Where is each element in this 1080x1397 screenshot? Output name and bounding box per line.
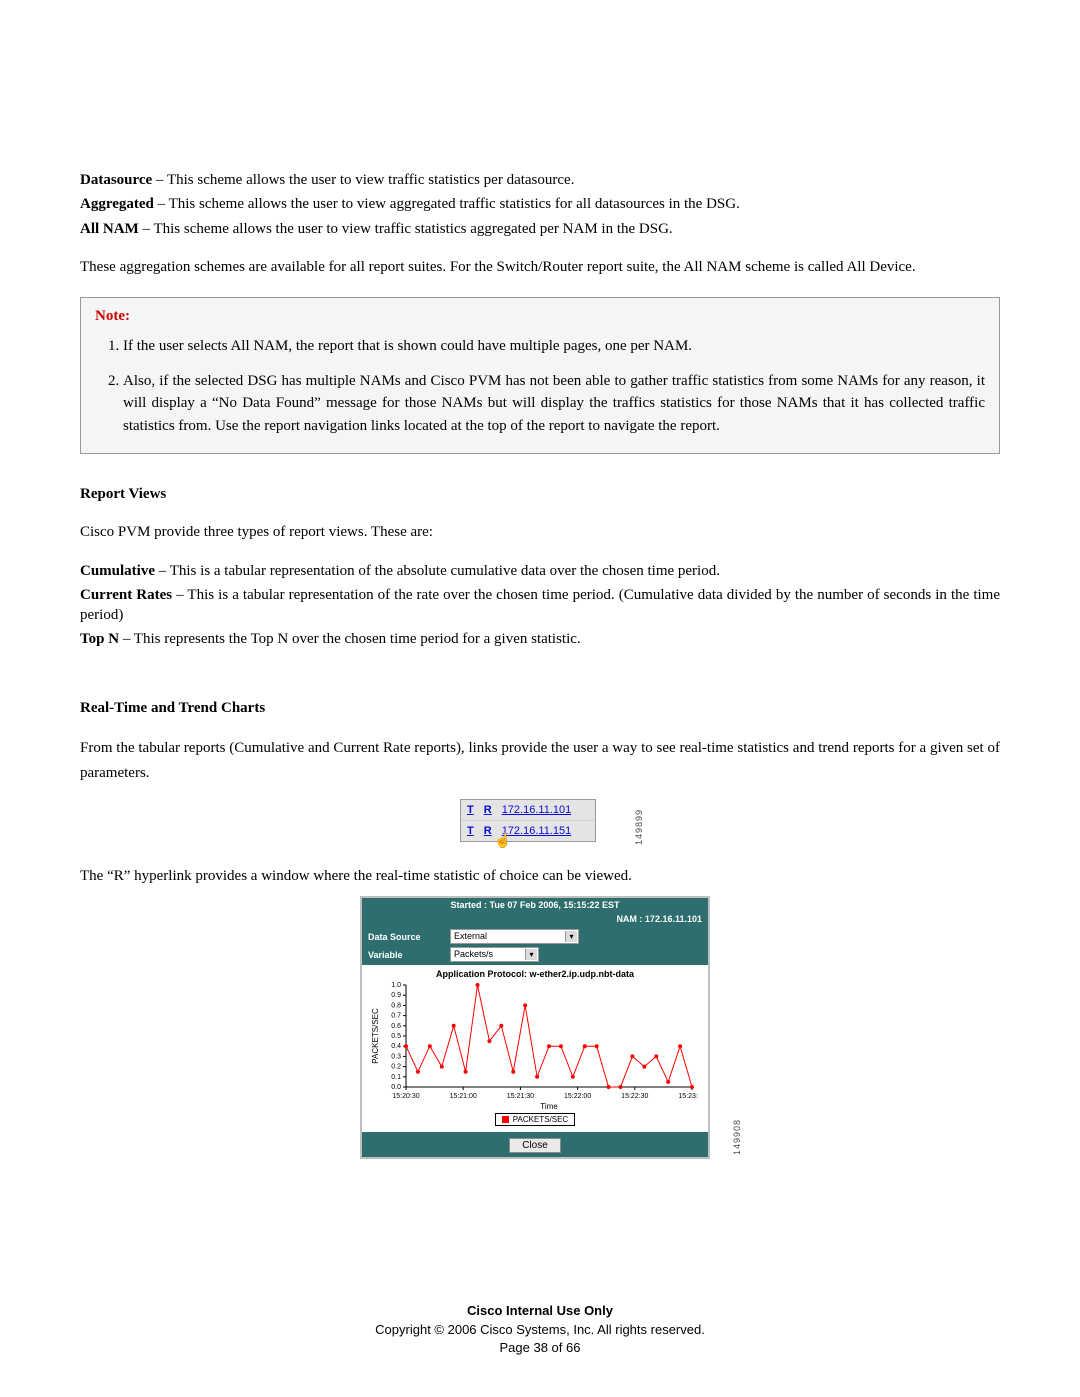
svg-text:0.1: 0.1	[391, 1074, 401, 1081]
svg-text:15:21:30: 15:21:30	[507, 1093, 534, 1100]
def-datasource-text: – This scheme allows the user to view tr…	[152, 172, 574, 188]
rt-plot-area: Application Protocol: w-ether2.ip.udp.nb…	[362, 965, 708, 1132]
footer-line-1: Cisco Internal Use Only	[0, 1302, 1080, 1320]
rv-cumulative-text: – This is a tabular representation of th…	[155, 563, 720, 579]
note-box: Note: If the user selects All NAM, the r…	[80, 297, 1000, 454]
trend-link[interactable]: T	[467, 825, 474, 837]
report-views-intro: Cisco PVM provide three types of report …	[80, 522, 1000, 542]
rt-datasource-row: Data Source External ▾	[368, 929, 702, 944]
report-views-heading: Report Views	[80, 484, 1000, 504]
rt-datasource-label: Data Source	[368, 932, 442, 942]
rt-datasource-select[interactable]: External ▾	[450, 929, 579, 944]
def-aggregated-text: – This scheme allows the user to view ag…	[154, 196, 740, 212]
note-item-2: Also, if the selected DSG has multiple N…	[123, 370, 985, 438]
close-button[interactable]: Close	[509, 1138, 561, 1153]
realtime-window: Started : Tue 07 Feb 2006, 15:15:22 EST …	[360, 896, 710, 1159]
def-aggregated: Aggregated – This scheme allows the user…	[80, 194, 1000, 214]
aggregation-paragraph: These aggregation schemes are available …	[80, 257, 1000, 277]
chevron-down-icon: ▾	[565, 931, 577, 942]
rt-legend-text: PACKETS/SEC	[513, 1115, 568, 1124]
svg-text:0.3: 0.3	[391, 1053, 401, 1060]
realtime-link[interactable]: R	[484, 825, 492, 837]
realtime-window-figure: Started : Tue 07 Feb 2006, 15:15:22 EST …	[360, 896, 720, 1159]
tr-links-box: T R 172.16.11.101 T R 172.16.11.151	[460, 799, 596, 842]
footer-line-2: Copyright © 2006 Cisco Systems, Inc. All…	[0, 1321, 1080, 1339]
def-allnam-text: – This scheme allows the user to view tr…	[139, 221, 673, 237]
page-footer: Cisco Internal Use Only Copyright © 2006…	[0, 1302, 1080, 1357]
svg-text:0.7: 0.7	[391, 1013, 401, 1020]
footer-line-3: Page 38 of 66	[0, 1339, 1080, 1357]
rt-variable-label: Variable	[368, 950, 442, 960]
svg-text:0.4: 0.4	[391, 1043, 401, 1050]
figure-id: 149908	[732, 1119, 742, 1155]
rv-current-label: Current Rates	[80, 587, 172, 603]
rt-line-chart: 0.0 0.1 0.2 0.3 0.4 0.5 0.6 0.7 0.8 0.9 1.0 PACKETS…	[368, 981, 698, 1111]
note-item-1: If the user selects All NAM, the report …	[123, 335, 985, 358]
rtt-after-tr: The “R” hyperlink provides a window wher…	[80, 866, 1000, 886]
ip-link[interactable]: 172.16.11.151	[502, 825, 572, 837]
svg-text:Time: Time	[540, 1102, 558, 1111]
trend-link[interactable]: T	[467, 804, 474, 816]
svg-text:15:23:00: 15:23:00	[678, 1093, 698, 1100]
rt-variable-row: Variable Packets/s ▾	[368, 947, 702, 962]
rt-variable-select[interactable]: Packets/s ▾	[450, 947, 539, 962]
svg-text:0.2: 0.2	[391, 1064, 401, 1071]
svg-text:0.0: 0.0	[391, 1084, 401, 1091]
tr-links-figure: T R 172.16.11.101 T R 172.16.11.151 ☝ 14…	[460, 799, 620, 842]
rv-topn-label: Top N	[80, 631, 119, 647]
rt-variable-value: Packets/s	[454, 949, 493, 959]
svg-text:0.8: 0.8	[391, 1002, 401, 1009]
svg-text:15:20:30: 15:20:30	[392, 1093, 419, 1100]
legend-swatch	[502, 1116, 509, 1123]
def-datasource: Datasource – This scheme allows the user…	[80, 170, 1000, 190]
chevron-down-icon: ▾	[525, 949, 537, 960]
def-aggregated-label: Aggregated	[80, 196, 154, 212]
rt-close-bar: Close	[362, 1132, 708, 1157]
def-datasource-label: Datasource	[80, 172, 152, 188]
rv-cumulative: Cumulative – This is a tabular represent…	[80, 561, 1000, 581]
svg-text:0.6: 0.6	[391, 1023, 401, 1030]
rt-started-bar: Started : Tue 07 Feb 2006, 15:15:22 EST	[362, 898, 708, 912]
svg-text:15:21:00: 15:21:00	[450, 1093, 477, 1100]
rtt-para: From the tabular reports (Cumulative and…	[80, 736, 1000, 787]
svg-text:PACKETS/SEC: PACKETS/SEC	[371, 1008, 380, 1064]
rv-topn: Top N – This represents the Top N over t…	[80, 629, 1000, 649]
rt-form: Data Source External ▾ Variable Packets/…	[362, 926, 708, 965]
tr-row-2: T R 172.16.11.151	[461, 821, 595, 841]
def-allnam: All NAM – This scheme allows the user to…	[80, 219, 1000, 239]
note-title: Note:	[95, 308, 985, 325]
svg-text:0.9: 0.9	[391, 992, 401, 999]
rt-legend: PACKETS/SEC	[495, 1113, 575, 1126]
rt-plot-title: Application Protocol: w-ether2.ip.udp.nb…	[368, 969, 702, 979]
note-list: If the user selects All NAM, the report …	[95, 335, 985, 437]
rv-current: Current Rates – This is a tabular repres…	[80, 585, 1000, 626]
tr-row-1: T R 172.16.11.101	[461, 800, 595, 821]
rt-datasource-value: External	[454, 931, 487, 941]
rtt-heading: Real-Time and Trend Charts	[80, 698, 1000, 718]
rv-cumulative-label: Cumulative	[80, 563, 155, 579]
svg-text:15:22:00: 15:22:00	[564, 1093, 591, 1100]
svg-text:1.0: 1.0	[391, 982, 401, 989]
rv-current-text: – This is a tabular representation of th…	[80, 587, 1000, 623]
svg-text:15:22:30: 15:22:30	[621, 1093, 648, 1100]
rv-topn-text: – This represents the Top N over the cho…	[119, 631, 581, 647]
page: Datasource – This scheme allows the user…	[0, 0, 1080, 1397]
realtime-link[interactable]: R	[484, 804, 492, 816]
figure-id: 149899	[634, 809, 644, 845]
def-allnam-label: All NAM	[80, 221, 139, 237]
ip-link[interactable]: 172.16.11.101	[502, 804, 572, 816]
rt-nam-bar: NAM : 172.16.11.101	[362, 912, 708, 926]
svg-text:0.5: 0.5	[391, 1033, 401, 1040]
